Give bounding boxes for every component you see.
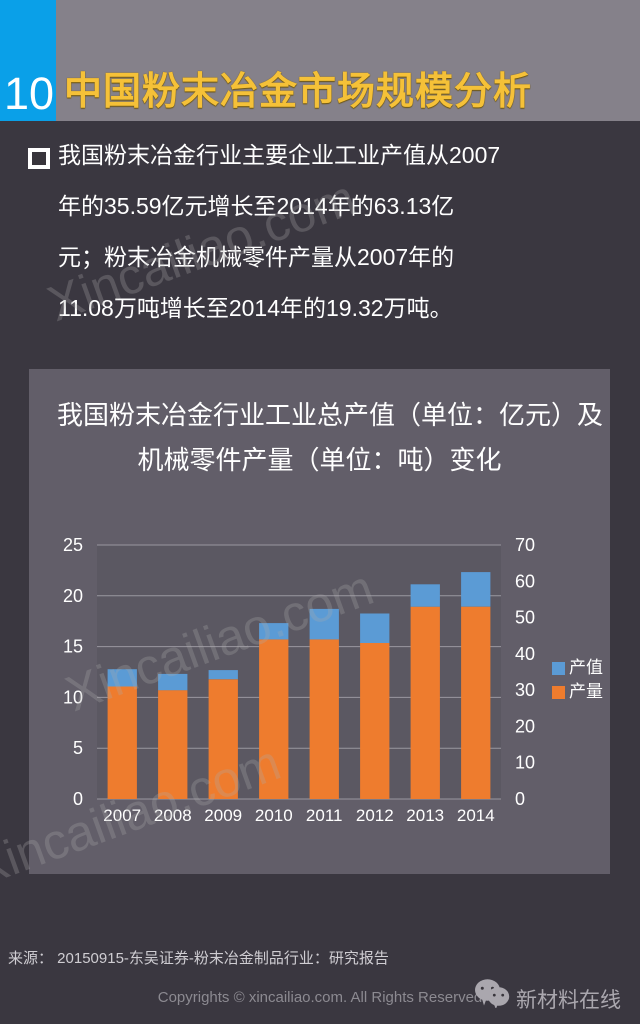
- svg-text:20: 20: [515, 716, 535, 736]
- svg-text:产值: 产值: [569, 658, 603, 677]
- svg-text:2009: 2009: [204, 806, 242, 825]
- svg-text:10: 10: [515, 753, 535, 773]
- svg-text:2008: 2008: [154, 806, 192, 825]
- svg-text:2014: 2014: [457, 806, 495, 825]
- svg-text:2007: 2007: [103, 806, 141, 825]
- svg-text:25: 25: [63, 535, 83, 555]
- svg-text:2010: 2010: [255, 806, 293, 825]
- svg-text:产量: 产量: [569, 682, 603, 701]
- svg-text:30: 30: [515, 680, 535, 700]
- svg-text:15: 15: [63, 637, 83, 657]
- svg-text:2012: 2012: [356, 806, 394, 825]
- svg-text:0: 0: [515, 789, 525, 809]
- svg-text:50: 50: [515, 608, 535, 628]
- svg-text:60: 60: [515, 571, 535, 591]
- svg-text:2011: 2011: [306, 806, 343, 825]
- svg-text:2013: 2013: [406, 806, 444, 825]
- svg-text:70: 70: [515, 535, 535, 555]
- svg-text:20: 20: [63, 586, 83, 606]
- svg-text:40: 40: [515, 644, 535, 664]
- svg-text:0: 0: [73, 789, 83, 809]
- svg-text:10: 10: [63, 687, 83, 707]
- svg-text:5: 5: [73, 738, 83, 758]
